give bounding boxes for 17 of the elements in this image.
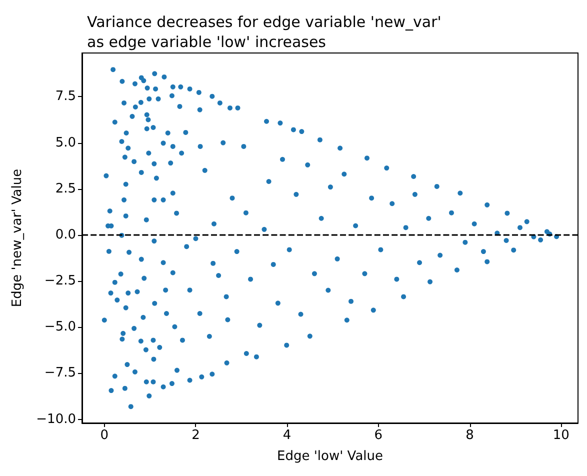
- y-tick-label: −2.5: [44, 274, 76, 289]
- y-axis-title: Edge 'new_var' Value: [10, 168, 25, 308]
- y-tick-label: 0.0: [55, 227, 76, 242]
- y-tick-label: −5.0: [44, 320, 76, 335]
- y-tick-label: −7.5: [44, 366, 76, 381]
- y-tick-label: 7.5: [55, 89, 76, 104]
- chart-title: Variance decreases for edge variable 'new_var' as edge variable 'low' increases: [87, 13, 442, 51]
- x-tick-label: 2: [192, 428, 200, 443]
- x-tick-label: 6: [374, 428, 383, 443]
- x-tick-label: 8: [466, 428, 474, 443]
- x-tick-label: 4: [282, 428, 292, 443]
- y-tick-label: 2.5: [55, 181, 76, 196]
- x-axis-title: Edge 'low' Value: [276, 449, 384, 464]
- x-tick-label: 0: [100, 428, 109, 443]
- y-tick-label: 5.0: [55, 135, 76, 150]
- x-tick-label: 10: [552, 428, 570, 443]
- y-tick-label: −10.0: [36, 412, 76, 427]
